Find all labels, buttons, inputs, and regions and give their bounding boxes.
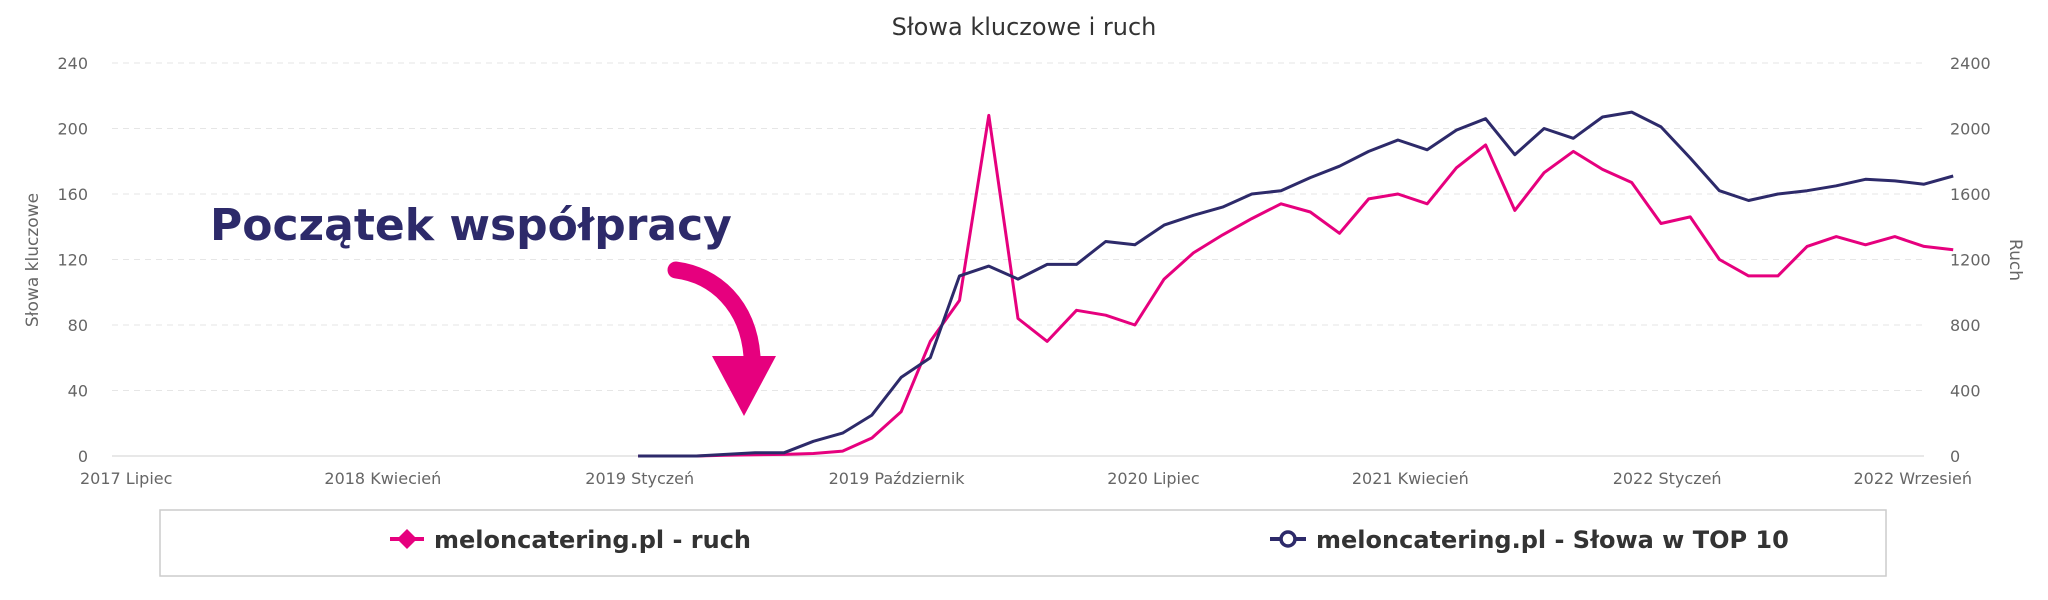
y-right-tick-label: 2000 bbox=[1950, 120, 1991, 139]
series-line-1 bbox=[638, 110, 1954, 458]
y-right-tick-label: 800 bbox=[1950, 316, 1981, 335]
y-left-tick-label: 240 bbox=[57, 54, 88, 73]
right-axis-ticks: 0 400 800 1200 1600 2000 2400 bbox=[1950, 54, 1991, 466]
y-left-tick-label: 80 bbox=[68, 316, 88, 335]
legend-label-ruch: meloncatering.pl - ruch bbox=[434, 526, 751, 554]
legend-item-slowa[interactable]: meloncatering.pl - Słowa w TOP 10 bbox=[1270, 526, 1789, 554]
x-tick-label: 2022 Wrzesień bbox=[1854, 469, 1973, 488]
series-line-0 bbox=[638, 113, 1954, 458]
x-tick-label: 2019 Styczeń bbox=[585, 469, 694, 488]
y-left-tick-label: 160 bbox=[57, 185, 88, 204]
arrow-down-icon bbox=[667, 261, 776, 416]
y-right-tick-label: 2400 bbox=[1950, 54, 1991, 73]
x-tick-label: 2020 Lipiec bbox=[1107, 469, 1199, 488]
y-right-tick-label: 0 bbox=[1950, 447, 1960, 466]
series-lines bbox=[638, 110, 1954, 458]
chart-title: Słowa kluczowe i ruch bbox=[892, 13, 1157, 41]
y-left-tick-label: 200 bbox=[57, 120, 88, 139]
x-tick-label: 2022 Styczeń bbox=[1613, 469, 1722, 488]
y-right-axis-label: Ruch bbox=[2005, 239, 2025, 281]
circle-marker-icon bbox=[1279, 530, 1297, 548]
annotation-text: Początek współpracy bbox=[210, 200, 732, 251]
y-left-tick-label: 0 bbox=[78, 447, 88, 466]
grid bbox=[112, 62, 1924, 457]
y-left-axis-label: Słowa kluczowe bbox=[23, 193, 43, 327]
x-axis-ticks: 2017 Lipiec 2018 Kwiecień 2019 Styczeń 2019… bbox=[80, 469, 1972, 488]
y-right-tick-label: 400 bbox=[1950, 382, 1981, 401]
left-axis-ticks: 0 40 80 120 160 200 240 bbox=[57, 54, 88, 466]
legend-item-ruch[interactable]: meloncatering.pl - ruch bbox=[390, 526, 751, 554]
y-left-tick-label: 120 bbox=[57, 251, 88, 270]
diamond-marker-icon bbox=[397, 529, 417, 549]
legend-box bbox=[159, 509, 1887, 577]
y-right-tick-label: 1200 bbox=[1950, 251, 1991, 270]
x-tick-label: 2021 Kwiecień bbox=[1352, 469, 1469, 488]
y-right-tick-label: 1600 bbox=[1950, 185, 1991, 204]
x-tick-label: 2017 Lipiec bbox=[80, 469, 172, 488]
legend-label-slowa: meloncatering.pl - Słowa w TOP 10 bbox=[1316, 526, 1789, 554]
x-tick-label: 2018 Kwiecień bbox=[324, 469, 441, 488]
y-left-tick-label: 40 bbox=[68, 382, 88, 401]
x-tick-label: 2019 Październik bbox=[829, 469, 966, 488]
